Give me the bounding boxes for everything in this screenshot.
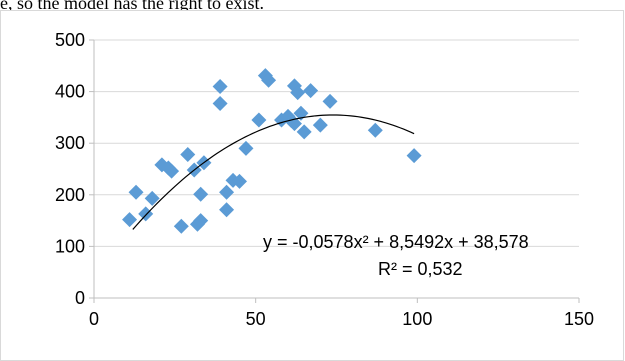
data-point-diamond — [193, 213, 209, 229]
data-point-diamond — [138, 206, 154, 222]
polynomial-trendline — [132, 114, 415, 230]
y-tick-label: 100 — [55, 236, 85, 256]
y-tick-label: 300 — [55, 133, 85, 153]
trendline-equation: y = -0,0578x² + 8,5492x + 38,578 — [263, 232, 529, 252]
data-point-diamond — [232, 173, 247, 189]
data-points — [122, 68, 422, 234]
scatter-chart: 0 100 200 300 400 500 0 50 100 150 y = -0,0578x²… — [0, 10, 624, 361]
x-tick-labels: 0 50 100 150 — [89, 309, 594, 329]
y-tick-label: 500 — [55, 30, 85, 50]
y-tick-label: 200 — [55, 185, 85, 205]
data-point-diamond — [212, 78, 228, 94]
data-point-diamond — [261, 72, 277, 88]
data-point-diamond — [290, 85, 306, 101]
gridlines — [94, 39, 579, 247]
y-tick-labels: 0 100 200 300 400 500 — [55, 30, 85, 308]
data-point-diamond — [164, 163, 180, 179]
x-tick-label: 150 — [564, 309, 594, 329]
y-tick-label: 0 — [75, 288, 85, 308]
data-point-diamond — [367, 122, 383, 138]
x-tick-label: 50 — [246, 309, 266, 329]
data-point-diamond — [219, 184, 235, 200]
data-point-diamond — [406, 148, 422, 164]
data-point-diamond — [122, 212, 138, 228]
chart-canvas: 0 100 200 300 400 500 0 50 100 150 y = -0,0578x²… — [55, 30, 594, 329]
axes — [89, 39, 580, 303]
data-point-diamond — [296, 124, 312, 140]
data-point-diamond — [312, 117, 328, 133]
data-point-diamond — [180, 147, 196, 163]
data-point-diamond — [144, 190, 160, 206]
r-squared-label: R² = 0,532 — [378, 259, 463, 279]
data-point-diamond — [173, 218, 189, 234]
data-point-diamond — [322, 93, 338, 109]
data-point-diamond — [219, 202, 235, 218]
data-point-diamond — [193, 186, 209, 202]
document-text-fragment: e, so the model has the right to exist. — [0, 0, 264, 13]
x-tick-label: 0 — [89, 309, 99, 329]
data-point-diamond — [128, 184, 144, 200]
data-point-diamond — [238, 140, 254, 156]
x-tick-label: 100 — [402, 309, 432, 329]
data-point-diamond — [251, 112, 267, 128]
data-point-diamond — [212, 95, 228, 111]
data-point-diamond — [303, 83, 319, 99]
y-tick-label: 400 — [55, 82, 85, 102]
